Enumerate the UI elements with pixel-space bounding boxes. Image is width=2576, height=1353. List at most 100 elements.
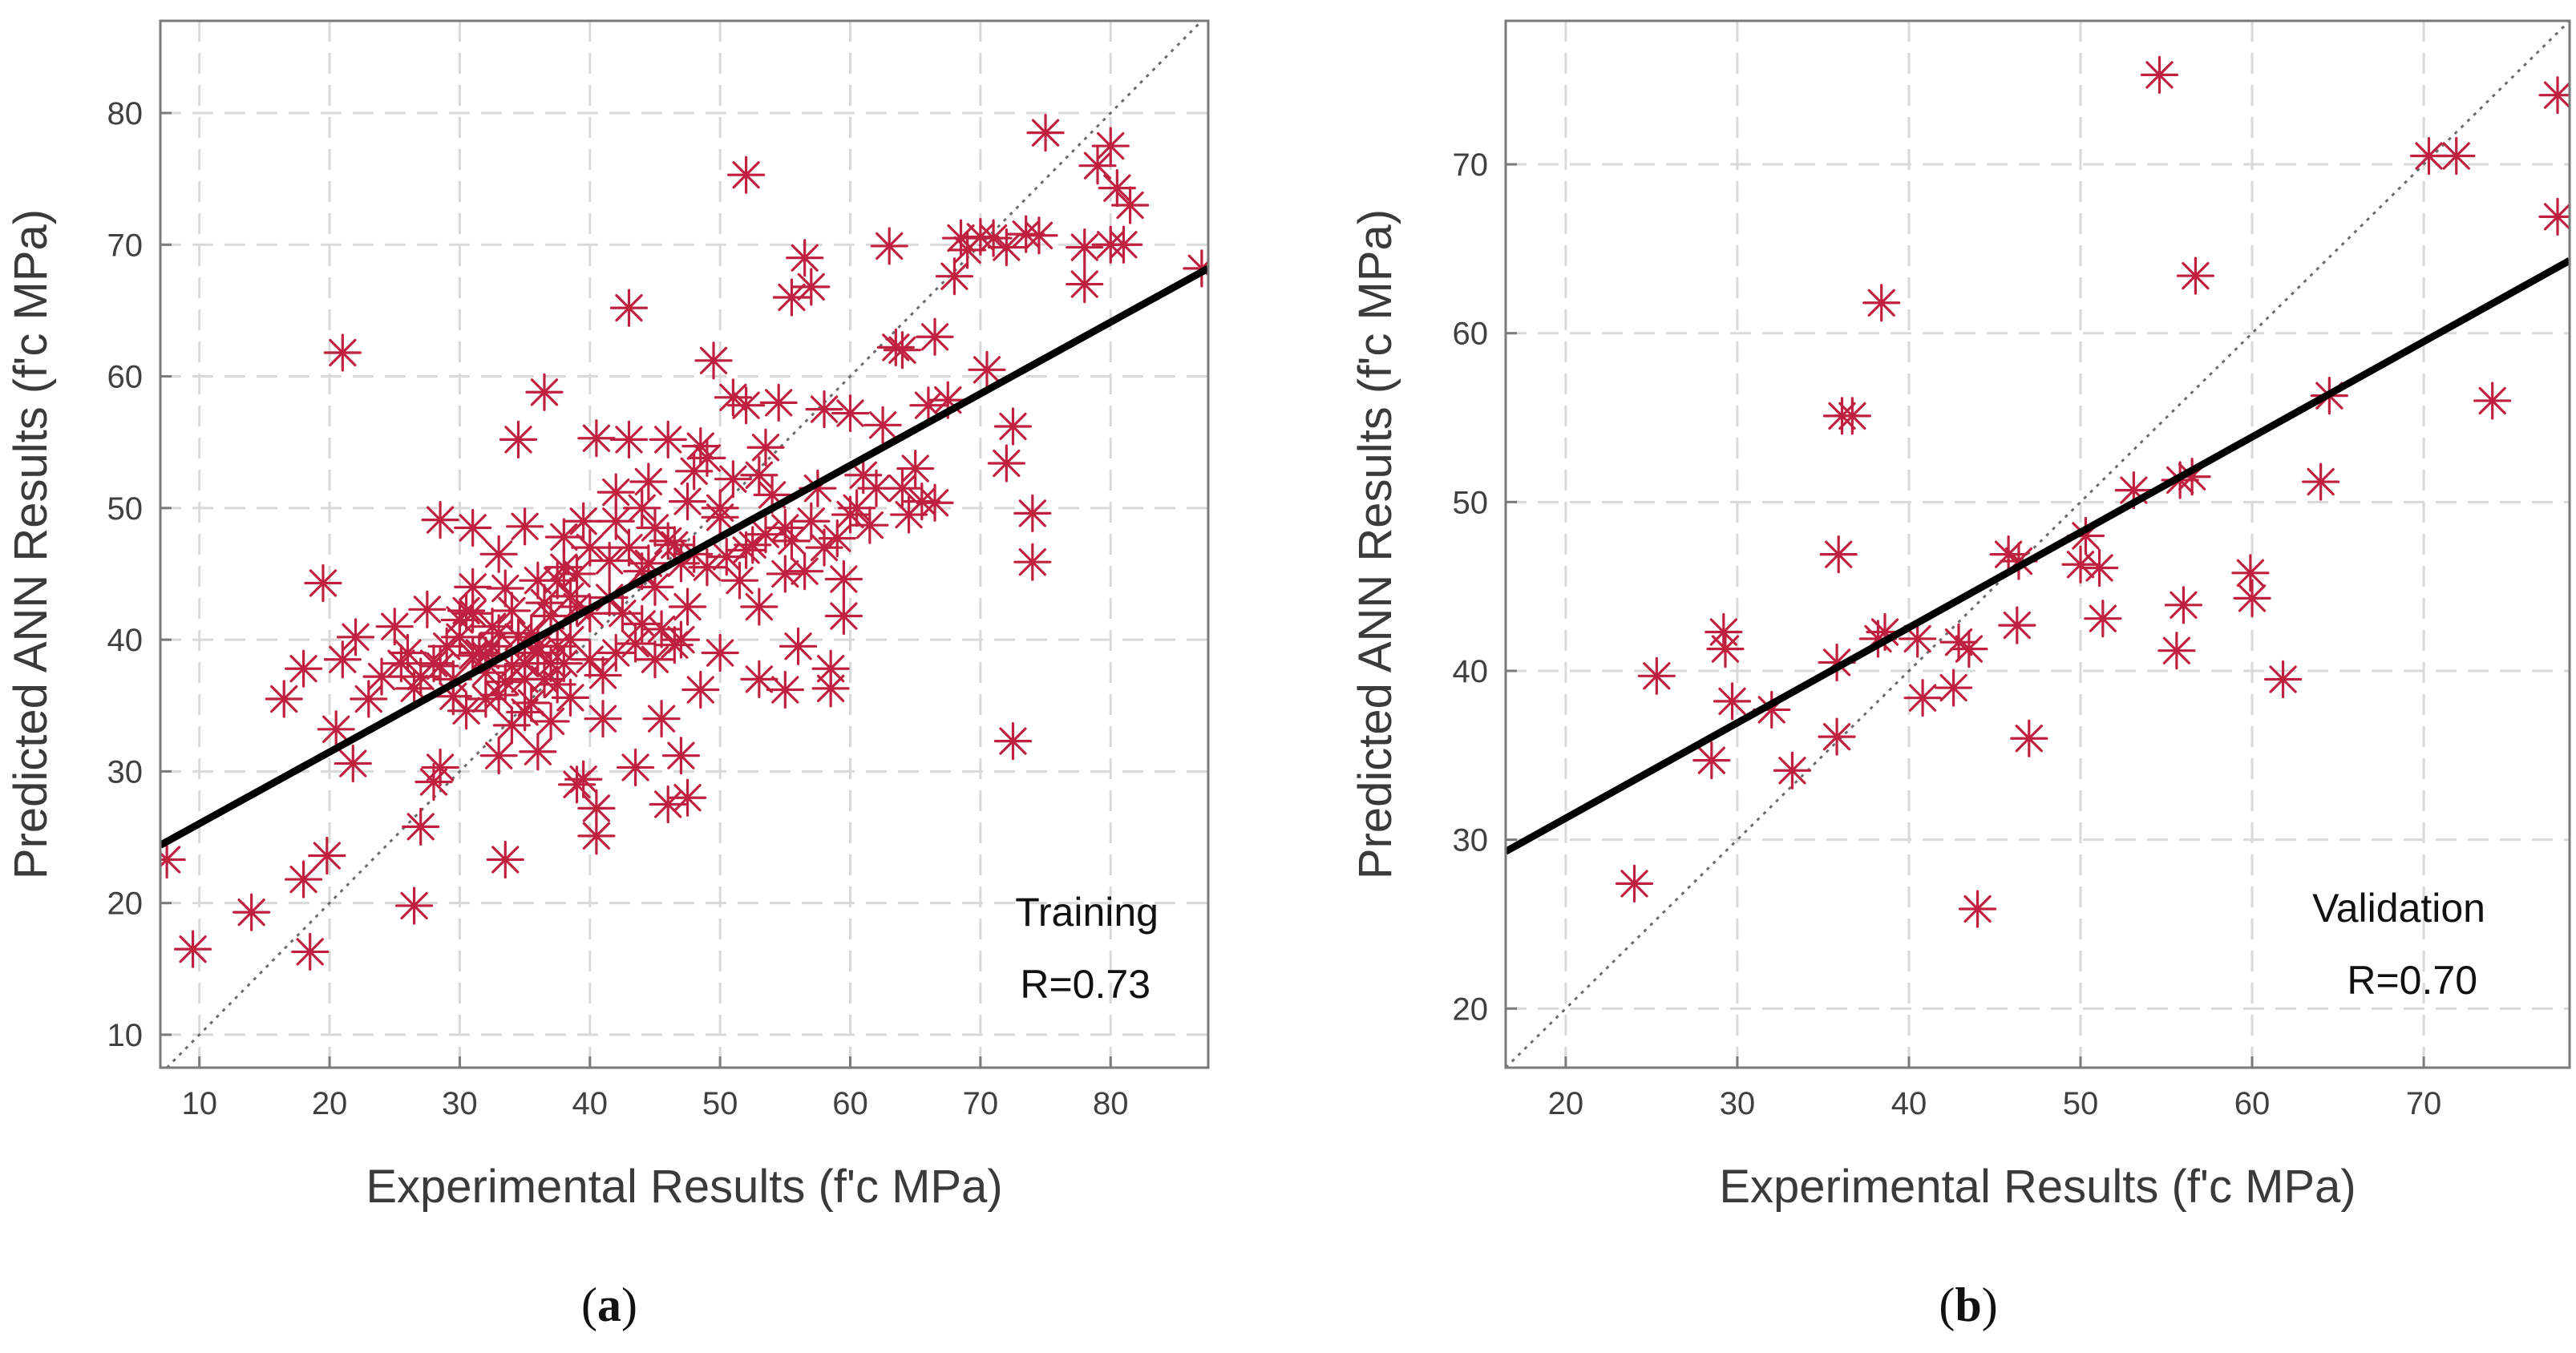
panel-caption: (b) [1939, 1278, 1997, 1331]
data-point [492, 592, 531, 630]
data-point [766, 508, 804, 547]
data-point [506, 507, 544, 546]
data-point [935, 257, 973, 296]
data-point [571, 528, 609, 567]
data-point [629, 462, 668, 501]
data-point [395, 887, 434, 925]
data-point [402, 807, 440, 846]
data-point [727, 386, 766, 425]
data-point [1104, 225, 1143, 264]
data-point [851, 506, 889, 544]
x-axis-label: Experimental Results (f'c MPa) [1719, 1161, 2356, 1213]
y-axis-label: Predicted ANN Results (f'c MPa) [5, 209, 57, 879]
data-point [916, 317, 954, 356]
data-point [233, 893, 271, 931]
data-point [831, 495, 870, 534]
panel-a: 10 20 30 40 50 60 70 80 10 20 30 40 50 60 70 80 Training… [5, 19, 1210, 1331]
y-axis-label: Predicted ANN Results (f'c MPa) [1349, 209, 1401, 879]
data-point [2437, 136, 2476, 176]
data-point [479, 737, 518, 775]
data-point [447, 692, 486, 730]
data-point [824, 559, 863, 599]
data-point [1713, 682, 1752, 721]
data-point [1833, 397, 1871, 435]
data-point [284, 649, 323, 688]
data-point [584, 700, 622, 738]
data-point [1692, 741, 1731, 780]
x-tick-label: 50 [702, 1086, 738, 1121]
axes-frame [1504, 19, 2571, 1069]
data-point [532, 702, 570, 741]
data-point [1950, 629, 1988, 668]
data-point [746, 428, 785, 466]
identity-line [1506, 21, 2570, 1068]
data-point [870, 227, 908, 265]
data-point [304, 563, 342, 603]
x-tick-label: 30 [1720, 1086, 1756, 1121]
data-point [323, 640, 362, 679]
plot-content [160, 21, 1208, 1068]
data-point [1773, 751, 1812, 790]
annotation-r-value: R=0.70 [2347, 958, 2477, 1003]
data-point [2061, 545, 2100, 584]
data-point [1078, 147, 1117, 185]
data-point [617, 748, 655, 787]
data-point [688, 438, 726, 477]
data-point [681, 670, 720, 709]
data-point [831, 394, 870, 433]
x-tick-label: 20 [1548, 1086, 1584, 1121]
y-tick-label: 30 [107, 754, 144, 790]
annotation-label: Training [1015, 890, 1159, 935]
y-tick-label: 70 [1453, 147, 1489, 183]
data-point [479, 535, 518, 573]
fit-line [160, 265, 1208, 849]
data-point [968, 350, 1006, 389]
annotation-r-value: R=0.73 [1020, 962, 1151, 1007]
data-point [1998, 606, 2036, 644]
data-point [2164, 586, 2203, 624]
data-point [577, 419, 616, 458]
data-point [987, 228, 1025, 267]
data-point [375, 608, 414, 646]
data-point [701, 633, 739, 672]
data-point [577, 789, 616, 827]
data-point [876, 328, 915, 367]
data-point [740, 588, 778, 626]
data-point [362, 657, 401, 696]
data-point [564, 760, 603, 798]
data-point [1013, 543, 1052, 581]
data-point [350, 680, 388, 718]
data-point [334, 744, 372, 783]
data-point [284, 860, 323, 899]
data-point [2140, 55, 2179, 95]
data-point [2263, 660, 2303, 699]
data-point [1958, 890, 1997, 928]
data-point [1066, 265, 1104, 304]
data-point [1903, 679, 1942, 717]
data-point [987, 444, 1025, 483]
axes-frame [159, 19, 1210, 1069]
data-point [519, 561, 557, 600]
data-point [993, 721, 1033, 761]
data-point [1637, 656, 1676, 695]
data-point [2010, 719, 2048, 757]
data-point [421, 748, 459, 787]
data-point [323, 333, 362, 372]
x-tick-label: 60 [2234, 1086, 2271, 1121]
data-point [544, 548, 583, 587]
data-point [525, 373, 564, 411]
data-point [447, 592, 486, 630]
data-point [2231, 554, 2270, 592]
data-point [883, 331, 922, 370]
data-point [2080, 548, 2119, 588]
data-point [655, 526, 694, 564]
data-point [415, 762, 453, 802]
y-tick-label: 40 [1453, 654, 1489, 689]
y-tick-label: 20 [107, 887, 144, 922]
x-axis-label: Experimental Results (f'c MPa) [366, 1161, 1002, 1213]
identity-line [166, 21, 1203, 1068]
y-tick-label: 30 [1453, 823, 1489, 858]
x-tick-label: 20 [312, 1086, 348, 1121]
data-point [308, 836, 346, 875]
